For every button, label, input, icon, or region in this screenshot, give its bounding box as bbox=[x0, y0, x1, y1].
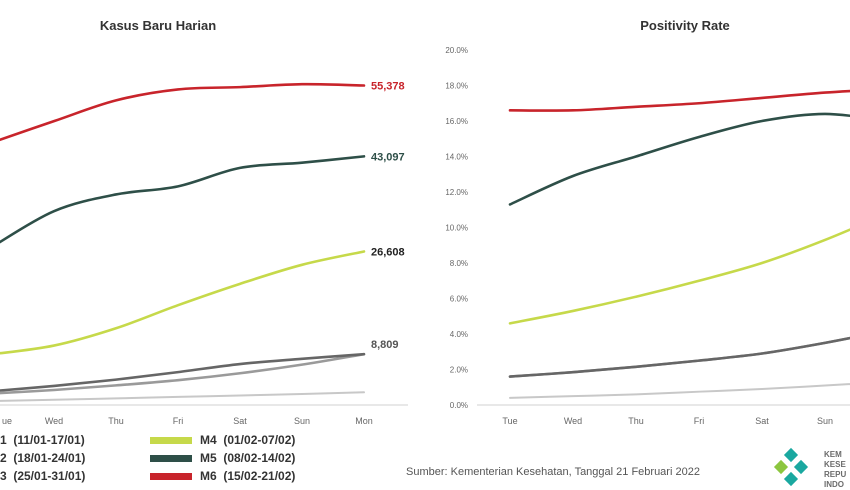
legend-swatch bbox=[150, 436, 192, 444]
legend-item-m1: M1 (11/01-17/01) bbox=[0, 433, 85, 447]
x-tick-label: ue bbox=[2, 416, 12, 426]
series-line-m1 bbox=[509, 383, 850, 399]
y-tick-label: 0.0% bbox=[450, 401, 468, 410]
series-line-m5 bbox=[508, 112, 850, 206]
kemenkes-logo: KEM KESE REPU INDO bbox=[772, 446, 850, 490]
series-line-m6 bbox=[508, 89, 850, 112]
x-tick-label: Sun bbox=[817, 416, 833, 426]
x-tick-label: Sat bbox=[755, 416, 769, 426]
logo-text: KEM KESE REPU INDO bbox=[824, 450, 847, 489]
y-tick-label: 16.0% bbox=[445, 117, 468, 126]
legend-swatch bbox=[150, 472, 192, 480]
y-tick-label: 18.0% bbox=[445, 82, 468, 91]
data-label-m6: 55,378 bbox=[371, 81, 405, 93]
y-tick-label: 20.0% bbox=[445, 46, 468, 55]
y-tick-label: 14.0% bbox=[445, 153, 468, 162]
x-tick-label: Sat bbox=[233, 416, 247, 426]
x-tick-label: Thu bbox=[108, 416, 124, 426]
series-line-m4 bbox=[508, 228, 850, 325]
series-line-m6 bbox=[0, 82, 366, 142]
chart-title: Positivity Rate bbox=[640, 18, 730, 33]
x-tick-label: Mon bbox=[355, 416, 373, 426]
kemenkes-logo-icon bbox=[773, 447, 809, 487]
series-line-m1 bbox=[0, 391, 365, 402]
legend-item-m6: M6 (15/02-21/02) bbox=[150, 469, 295, 483]
legend-label: M6 (15/02-21/02) bbox=[200, 469, 296, 483]
data-label-m3: 8,809 bbox=[371, 339, 399, 351]
series-line-m3 bbox=[508, 336, 850, 378]
y-tick-label: 2.0% bbox=[450, 366, 468, 375]
legend-label: M3 (25/01-31/01) bbox=[0, 469, 86, 483]
chart-kasus-baru-harian: Kasus Baru Harian ue Wed Thu Fri Sat Sun Mon 55,… bbox=[0, 18, 408, 426]
legend-item-m4: M4 (01/02-07/02) bbox=[150, 433, 295, 447]
series-line-m5 bbox=[0, 155, 366, 244]
series-line-m4 bbox=[0, 250, 366, 355]
series-line-m2 bbox=[0, 352, 366, 395]
legend-item-m5: M5 (08/02-14/02) bbox=[150, 451, 295, 465]
legend-swatch bbox=[150, 454, 192, 462]
data-label-m5: 43,097 bbox=[371, 151, 405, 163]
x-tick-label: Fri bbox=[173, 416, 184, 426]
chart-title: Kasus Baru Harian bbox=[100, 18, 216, 33]
legend-label: M2 (18/01-24/01) bbox=[0, 451, 86, 465]
series-line-m2 bbox=[508, 336, 850, 378]
source-note: Sumber: Kementerian Kesehatan, Tanggal 2… bbox=[406, 466, 700, 478]
legend-item-m3: M3 (25/01-31/01) bbox=[0, 469, 85, 483]
chart-positivity-rate: Positivity Rate 0.0% 2.0% 4.0% 6.0% 8.0% 10.0%… bbox=[445, 18, 850, 426]
y-tick-label: 6.0% bbox=[450, 295, 468, 304]
y-tick-label: 10.0% bbox=[445, 224, 468, 233]
x-tick-label: Wed bbox=[564, 416, 582, 426]
x-tick-label: Fri bbox=[694, 416, 705, 426]
legend-item-m2: M2 (18/01-24/01) bbox=[0, 451, 85, 465]
series-line-m3 bbox=[0, 352, 366, 392]
y-tick-label: 8.0% bbox=[450, 259, 468, 268]
y-tick-label: 4.0% bbox=[450, 330, 468, 339]
legend-label: M1 (11/01-17/01) bbox=[0, 433, 85, 447]
x-tick-label: Tue bbox=[502, 416, 517, 426]
x-tick-label: Thu bbox=[628, 416, 644, 426]
y-tick-label: 12.0% bbox=[445, 188, 468, 197]
legend-label: M5 (08/02-14/02) bbox=[200, 451, 296, 465]
legend-label: M4 (01/02-07/02) bbox=[200, 433, 296, 447]
x-tick-label: Wed bbox=[45, 416, 63, 426]
x-tick-label: Sun bbox=[294, 416, 310, 426]
data-label-m4: 26,608 bbox=[371, 246, 405, 258]
